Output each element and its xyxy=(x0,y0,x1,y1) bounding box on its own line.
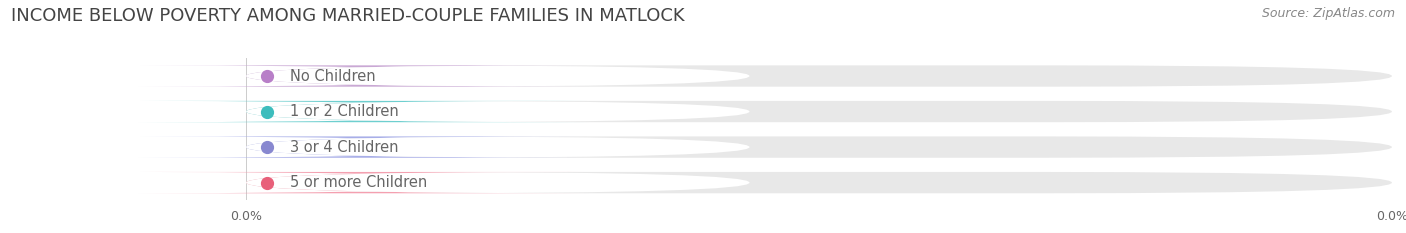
FancyBboxPatch shape xyxy=(138,172,591,193)
FancyBboxPatch shape xyxy=(246,65,1392,87)
Text: Source: ZipAtlas.com: Source: ZipAtlas.com xyxy=(1261,7,1395,20)
FancyBboxPatch shape xyxy=(138,65,591,87)
FancyBboxPatch shape xyxy=(246,172,1392,193)
FancyBboxPatch shape xyxy=(246,65,749,87)
Text: 0.0%: 0.0% xyxy=(434,176,472,189)
FancyBboxPatch shape xyxy=(246,137,1392,158)
Text: 0.0%: 0.0% xyxy=(434,140,472,154)
FancyBboxPatch shape xyxy=(246,101,749,122)
Text: 0.0%: 0.0% xyxy=(231,210,262,223)
Text: 3 or 4 Children: 3 or 4 Children xyxy=(290,140,398,154)
Text: No Children: No Children xyxy=(290,69,375,83)
Text: 5 or more Children: 5 or more Children xyxy=(290,175,427,190)
Text: 0.0%: 0.0% xyxy=(1376,210,1406,223)
Text: 1 or 2 Children: 1 or 2 Children xyxy=(290,104,398,119)
Text: 0.0%: 0.0% xyxy=(434,105,472,118)
FancyBboxPatch shape xyxy=(246,101,1392,122)
Text: 0.0%: 0.0% xyxy=(434,69,472,82)
FancyBboxPatch shape xyxy=(246,172,749,193)
Text: INCOME BELOW POVERTY AMONG MARRIED-COUPLE FAMILIES IN MATLOCK: INCOME BELOW POVERTY AMONG MARRIED-COUPL… xyxy=(11,7,685,25)
FancyBboxPatch shape xyxy=(138,137,591,158)
FancyBboxPatch shape xyxy=(246,137,749,158)
FancyBboxPatch shape xyxy=(138,101,591,122)
